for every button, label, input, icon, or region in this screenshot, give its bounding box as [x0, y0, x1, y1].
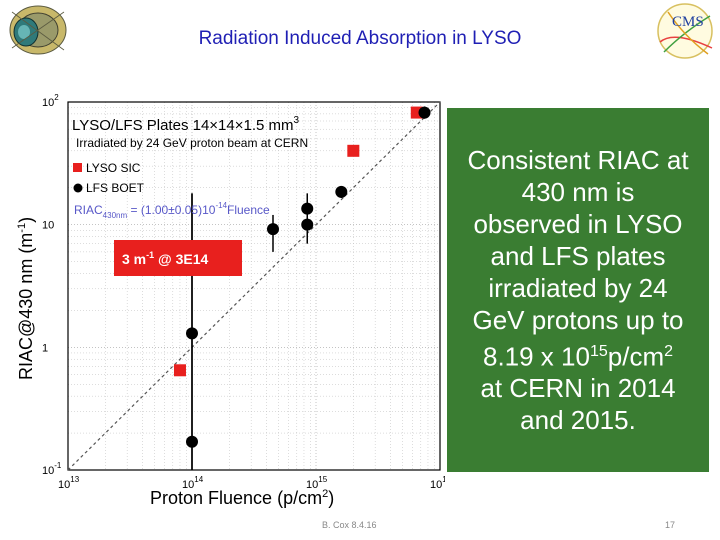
legend-label-lyso: LYSO SIC [86, 161, 141, 175]
detector-logo [9, 5, 67, 55]
legend-marker-lyso [73, 163, 82, 172]
data-point-lfs [418, 106, 431, 119]
axis-tick-labels: 1013 1014 1015 1016 10-1 1 10 102 [42, 93, 445, 491]
chart-marks [173, 106, 431, 470]
summary-line: at CERN in 2014 [480, 373, 676, 404]
summary-line: Consistent RIAC at [467, 144, 689, 175]
cms-logo: CMS [657, 3, 713, 59]
y-tick-label: 10 [42, 220, 54, 232]
summary-line: 8.19 x 1015p/cm2 [482, 341, 674, 372]
slide-title: Radiation Induced Absorption in LYSO [198, 28, 522, 49]
x-tick-label: 1013 [58, 475, 80, 491]
x-tick-label: 1016 [430, 475, 445, 491]
annotation-text: 3 m-1 @ 3E14 [122, 250, 208, 267]
data-point-lfs [186, 327, 198, 340]
x-tick-label: 1014 [182, 475, 204, 491]
data-point-lyso [347, 144, 360, 157]
footer-author: B. Cox 8.4.16 [322, 520, 377, 530]
fit-line [67, 101, 441, 471]
x-axis-label: Proton Fluence (p/cm2) [150, 488, 334, 508]
y-tick-label: 1 [42, 342, 48, 354]
data-point-lfs [301, 202, 314, 215]
summary-line: and 2015. [520, 405, 636, 436]
annotation-box [114, 240, 242, 276]
summary-text-box: Consistent RIAC at 430 nm is observed in… [447, 108, 709, 472]
svg-text:CMS: CMS [672, 14, 704, 30]
summary-line: GeV protons up to [472, 304, 684, 335]
y-tick-label: 10-1 [42, 461, 62, 477]
legend-label-lfs: LFS BOET [86, 181, 145, 195]
riac-fluence-chart: 1013 1014 1015 1016 10-1 1 10 102 LYSO/LFS Plat… [16, 93, 445, 508]
data-point-lfs [266, 223, 279, 236]
y-tick-label: 102 [42, 93, 59, 109]
fit-label: RIAC430nm = (1.00±0.05)10-14Fluence [74, 201, 270, 220]
legend-marker-lfs [73, 183, 83, 193]
chart-subtitle: Irradiated by 24 GeV proton beam at CERN [76, 136, 308, 150]
y-axis-label: RIAC@430 nm (m-1) [16, 217, 36, 380]
summary-line: 430 nm is [521, 176, 635, 207]
x-tick-label: 1015 [306, 475, 328, 491]
page-number: 17 [665, 520, 676, 530]
data-point-lyso [173, 364, 186, 377]
summary-line: and LFS plates [490, 240, 666, 271]
summary-line: irradiated by 24 [488, 272, 668, 303]
summary-text: Consistent RIAC at 430 nm is observed in… [467, 144, 688, 437]
summary-line: observed in LYSO [473, 208, 683, 239]
data-point-lfs [335, 185, 348, 198]
chart-title: LYSO/LFS Plates 14×14×1.5 mm3 [72, 115, 300, 134]
plot-frame [67, 101, 441, 471]
